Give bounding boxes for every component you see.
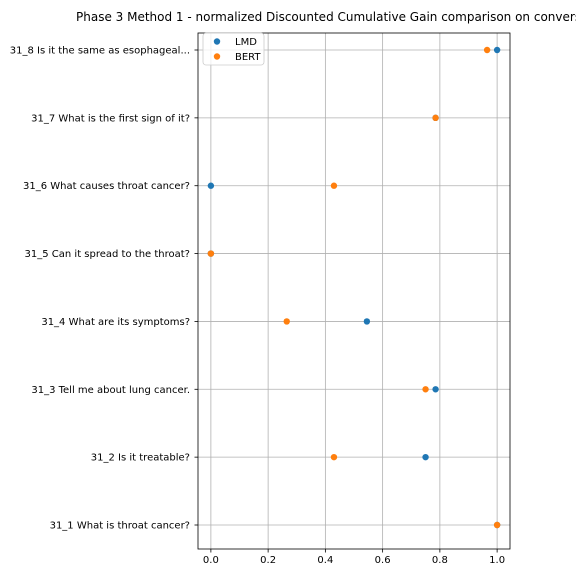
y-axis: 31_1 What is throat cancer? 31_2 Is it tr… xyxy=(10,46,198,532)
legend-label-bert: BERT xyxy=(235,52,261,63)
point-bert xyxy=(483,46,491,54)
y-tick-label: 31_3 Tell me about lung cancer. xyxy=(31,385,190,396)
y-tick-label: 31_6 What causes throat cancer? xyxy=(23,181,190,192)
point-bert xyxy=(493,521,501,529)
x-tick-label: 0.8 xyxy=(432,555,448,566)
y-tick-label: 31_2 Is it treatable? xyxy=(91,453,190,464)
y-tick-label: 31_8 Is it the same as esophageal... xyxy=(10,46,190,57)
legend-marker-bert xyxy=(213,53,221,60)
x-axis: 0.0 0.2 0.4 0.6 0.8 1.0 xyxy=(203,549,505,566)
point-bert xyxy=(330,453,338,461)
y-tick-label: 31_1 What is throat cancer? xyxy=(50,521,190,532)
x-tick-label: 0.0 xyxy=(203,555,219,566)
data-points xyxy=(207,46,501,529)
point-bert xyxy=(283,318,290,325)
axes-frame xyxy=(197,32,511,550)
point-lmd xyxy=(207,182,215,189)
point-lmd xyxy=(493,46,501,54)
legend-label-lmd: LMD xyxy=(235,37,257,48)
x-tick-label: 1.0 xyxy=(489,555,505,566)
chart-title: Phase 3 Method 1 - normalized Discounted… xyxy=(76,10,576,24)
legend: LMD BERT xyxy=(202,32,265,66)
point-lmd xyxy=(363,318,371,325)
x-tick-label: 0.6 xyxy=(375,555,391,566)
point-bert xyxy=(432,114,439,122)
x-tick-label: 0.2 xyxy=(260,555,276,566)
point-lmd xyxy=(432,386,439,393)
point-bert xyxy=(422,386,429,393)
point-lmd xyxy=(422,453,429,461)
grid-lines xyxy=(198,33,510,549)
y-tick-label: 31_5 Can it spread to the throat? xyxy=(25,249,190,260)
point-bert xyxy=(330,182,338,189)
legend-marker-lmd xyxy=(213,38,221,45)
x-tick-label: 0.4 xyxy=(317,555,333,566)
point-bert xyxy=(207,250,215,257)
y-tick-label: 31_7 What is the first sign of it? xyxy=(31,113,190,124)
y-tick-label: 31_4 What are its symptoms? xyxy=(41,317,190,328)
